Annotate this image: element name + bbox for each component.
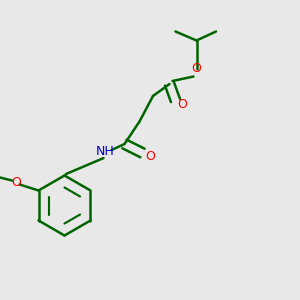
Text: NH: NH [96,145,114,158]
Text: O: O [177,98,187,111]
Text: O: O [145,149,155,163]
Text: O: O [11,176,21,190]
Text: O: O [192,62,201,76]
